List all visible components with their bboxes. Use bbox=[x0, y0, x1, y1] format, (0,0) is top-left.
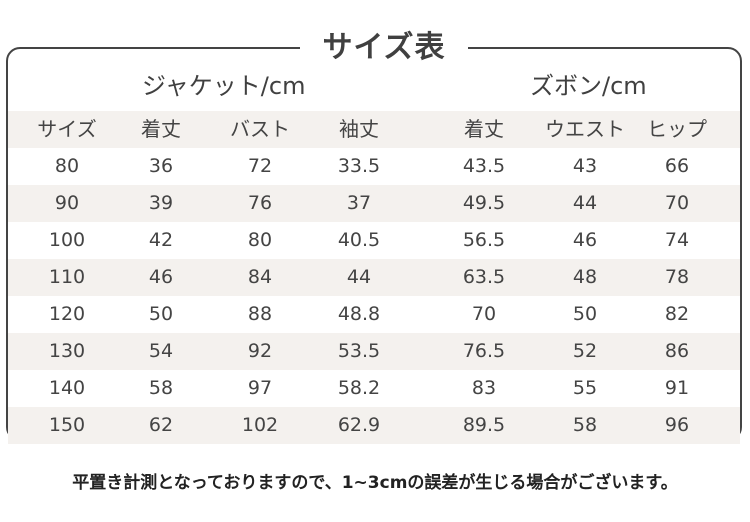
table-cell: 48.8 bbox=[337, 303, 381, 325]
table-row: 150 62 102 62.9 89.5 58 96 bbox=[8, 407, 740, 444]
column-header: サイズ bbox=[37, 117, 97, 141]
table-cell: 54 bbox=[148, 340, 174, 362]
table-row: 140 58 97 58.2 83 55 91 bbox=[8, 370, 740, 407]
table-cell: 110 bbox=[48, 266, 86, 288]
table-cell: 89.5 bbox=[462, 414, 506, 436]
table-cell: 50 bbox=[572, 303, 598, 325]
column-header: バスト bbox=[230, 117, 290, 141]
column-header: 着丈 bbox=[464, 117, 504, 141]
table-cell: 50 bbox=[148, 303, 174, 325]
table-row: 100 42 80 40.5 56.5 46 74 bbox=[8, 222, 740, 259]
table-cell: 52 bbox=[572, 340, 598, 362]
table-cell: 76.5 bbox=[462, 340, 506, 362]
table-cell: 88 bbox=[247, 303, 273, 325]
table-cell: 62 bbox=[148, 414, 174, 436]
table-cell: 53.5 bbox=[337, 340, 381, 362]
table-cell: 82 bbox=[664, 303, 690, 325]
table-row: 120 50 88 48.8 70 50 82 bbox=[8, 296, 740, 333]
table-cell: 58 bbox=[148, 377, 174, 399]
table-cell: 80 bbox=[247, 229, 273, 251]
column-header: 袖丈 bbox=[339, 117, 379, 141]
table-cell: 46 bbox=[572, 229, 598, 251]
table-cell: 58 bbox=[572, 414, 598, 436]
measurement-note: 平置き計測となっておりますので、1~3cmの誤差が生じる場合がございます。 bbox=[72, 473, 678, 493]
table-cell: 120 bbox=[48, 303, 86, 325]
table-cell: 100 bbox=[48, 229, 86, 251]
table-cell: 86 bbox=[664, 340, 690, 362]
table-cell: 78 bbox=[664, 266, 690, 288]
pants-group-label: ズボン/cm bbox=[530, 72, 647, 100]
table-cell: 44 bbox=[572, 192, 598, 214]
size-table-title: サイズ表 bbox=[300, 26, 468, 70]
table-cell: 63.5 bbox=[462, 266, 506, 288]
table-cell: 84 bbox=[247, 266, 273, 288]
table-row: 80 36 72 33.5 43.5 43 66 bbox=[8, 148, 740, 185]
table-cell: 43.5 bbox=[462, 155, 506, 177]
table-cell: 96 bbox=[664, 414, 690, 436]
column-header: ウエスト bbox=[545, 117, 625, 141]
table-cell: 70 bbox=[664, 192, 690, 214]
table-cell: 33.5 bbox=[337, 155, 381, 177]
table-cell: 74 bbox=[664, 229, 690, 251]
table-cell: 97 bbox=[247, 377, 273, 399]
table-cell: 80 bbox=[54, 155, 80, 177]
column-header: 着丈 bbox=[141, 117, 181, 141]
table-cell: 140 bbox=[48, 377, 86, 399]
table-row: 90 39 76 37 49.5 44 70 bbox=[8, 185, 740, 222]
table-cell: 49.5 bbox=[462, 192, 506, 214]
table-cell: 48 bbox=[572, 266, 598, 288]
table-header-row: サイズ 着丈 バスト 袖丈 着丈 ウエスト ヒップ bbox=[8, 111, 740, 148]
table-cell: 76 bbox=[247, 192, 273, 214]
table-cell: 62.9 bbox=[337, 414, 381, 436]
table-cell: 39 bbox=[148, 192, 174, 214]
jacket-group-label: ジャケット/cm bbox=[142, 72, 306, 100]
table-cell: 40.5 bbox=[337, 229, 381, 251]
table-cell: 70 bbox=[471, 303, 497, 325]
table-cell: 56.5 bbox=[462, 229, 506, 251]
table-cell: 37 bbox=[346, 192, 372, 214]
table-cell: 36 bbox=[148, 155, 174, 177]
table-cell: 66 bbox=[664, 155, 690, 177]
column-header: ヒップ bbox=[647, 117, 707, 141]
table-cell: 55 bbox=[572, 377, 598, 399]
table-cell: 46 bbox=[148, 266, 174, 288]
table-cell: 91 bbox=[664, 377, 690, 399]
table-cell: 102 bbox=[241, 414, 279, 436]
table-cell: 72 bbox=[247, 155, 273, 177]
table-cell: 44 bbox=[346, 266, 372, 288]
table-cell: 150 bbox=[48, 414, 86, 436]
table-cell: 83 bbox=[471, 377, 497, 399]
table-cell: 90 bbox=[54, 192, 80, 214]
table-cell: 58.2 bbox=[337, 377, 381, 399]
table-row: 130 54 92 53.5 76.5 52 86 bbox=[8, 333, 740, 370]
table-row: 110 46 84 44 63.5 48 78 bbox=[8, 259, 740, 296]
table-cell: 43 bbox=[572, 155, 598, 177]
table-cell: 92 bbox=[247, 340, 273, 362]
table-cell: 130 bbox=[48, 340, 86, 362]
table-cell: 42 bbox=[148, 229, 174, 251]
